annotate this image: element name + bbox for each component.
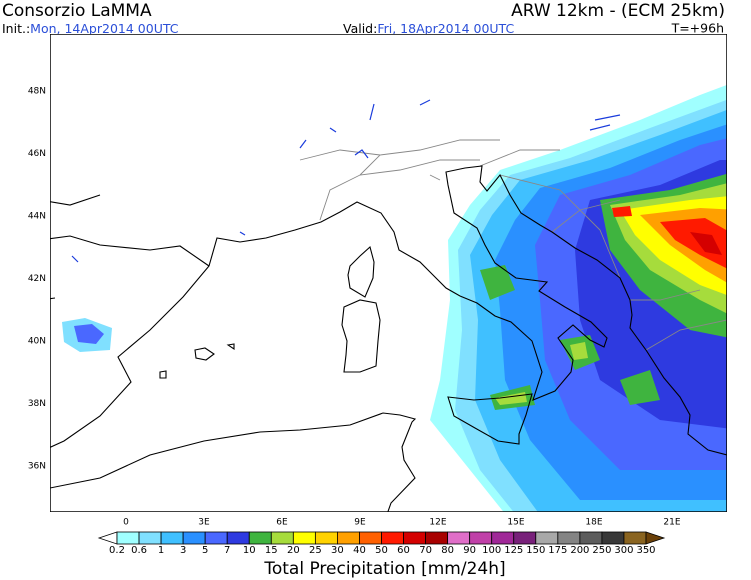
- colorbar-min-triangle: [97, 531, 118, 545]
- colorbar-box: [337, 531, 360, 545]
- colorbar-level: 150: [526, 545, 545, 556]
- colorbar-level: 80: [441, 545, 454, 556]
- lat-label: 40N: [28, 337, 46, 347]
- colorbar-box: [623, 531, 647, 545]
- lon-label: 9E: [354, 518, 366, 528]
- colorbar-box: [138, 531, 162, 545]
- colorbar-title: Total Precipitation [mm/24h]: [263, 559, 505, 579]
- colorbar-box: [491, 531, 515, 545]
- colorbar-level: 60: [397, 545, 410, 556]
- colorbar-box: [270, 531, 294, 545]
- colorbar-level: 175: [548, 545, 567, 556]
- colorbar-box: [248, 531, 272, 545]
- lon-label: 0: [123, 518, 129, 528]
- colorbar-max-triangle: [645, 531, 666, 545]
- colorbar-level: 125: [504, 545, 523, 556]
- colorbar-box: [469, 531, 493, 545]
- lead-time: T=+96h: [671, 21, 724, 36]
- lat-label: 48N: [28, 87, 46, 97]
- colorbar-level: 100: [482, 545, 501, 556]
- colorbar-level: 20: [287, 545, 300, 556]
- colorbar-box: [579, 531, 603, 545]
- map: [50, 34, 727, 512]
- lon-label: 15E: [507, 518, 524, 528]
- lat-label: 46N: [28, 149, 46, 159]
- colorbar-box: [204, 531, 228, 545]
- lat-label: 38N: [28, 399, 46, 409]
- colorbar-level: 250: [592, 545, 611, 556]
- colorbar-box: [403, 531, 426, 545]
- valid-date: Fri, 18Apr2014 00UTC: [377, 21, 514, 36]
- colorbar-box: [447, 531, 471, 545]
- colorbar-box: [425, 531, 449, 545]
- lon-label: 18E: [585, 518, 602, 528]
- colorbar-level: 5: [202, 545, 208, 556]
- lon-label: 12E: [429, 518, 446, 528]
- colorbar-box: [292, 531, 316, 545]
- valid-line: Valid:Fri, 18Apr2014 00UTC: [343, 21, 514, 36]
- colorbar-level: 40: [353, 545, 366, 556]
- colorbar-level: 1: [158, 545, 164, 556]
- lon-label: 6E: [276, 518, 288, 528]
- title: Consorzio LaMMA: [2, 1, 152, 21]
- model: ARW 12km - (ECM 25km): [511, 1, 725, 21]
- colorbar-level: 90: [463, 545, 476, 556]
- lat-label: 42N: [28, 274, 46, 284]
- colorbar-box: [182, 531, 206, 545]
- colorbar-level: 10: [243, 545, 256, 556]
- init-date: Mon, 14Apr2014 00UTC: [30, 21, 179, 36]
- colorbar-level: 15: [265, 545, 278, 556]
- colorbar: 0.2 0.6 1 3 5 7 10 15 20 25 30 40 50 60 70 80 90 100 125 15…: [97, 531, 666, 556]
- colorbar-box: [557, 531, 581, 545]
- init-line: Init.:Mon, 14Apr2014 00UTC: [2, 21, 179, 36]
- colorbar-level: 50: [375, 545, 388, 556]
- colorbar-level: 25: [309, 545, 322, 556]
- colorbar-level: 350: [636, 545, 655, 556]
- valid-label: Valid:: [343, 21, 377, 36]
- lat-label: 36N: [28, 462, 46, 472]
- colorbar-level: 300: [614, 545, 633, 556]
- lat-label: 44N: [28, 212, 46, 222]
- colorbar-level: 70: [419, 545, 432, 556]
- colorbar-level: 3: [180, 545, 186, 556]
- colorbar-box: [381, 531, 404, 545]
- colorbar-box: [226, 531, 250, 545]
- init-label: Init.:: [2, 21, 30, 36]
- colorbar-level: 0.2: [109, 545, 125, 556]
- colorbar-box: [160, 531, 184, 545]
- lon-label: 21E: [663, 518, 680, 528]
- axis-labels: 48N 46N 44N 42N 40N 38N 36N 0 3E 6E 9E 12E 15E 18E 21E: [28, 87, 681, 528]
- colorbar-box: [116, 531, 140, 545]
- colorbar-level: 7: [224, 545, 230, 556]
- colorbar-box: [314, 531, 338, 545]
- colorbar-box: [535, 531, 559, 545]
- lon-label: 3E: [198, 518, 210, 528]
- colorbar-box: [601, 531, 625, 545]
- colorbar-box: [513, 531, 537, 545]
- colorbar-level: 30: [331, 545, 344, 556]
- colorbar-level: 200: [570, 545, 589, 556]
- colorbar-level: 0.6: [131, 545, 147, 556]
- colorbar-box: [359, 531, 382, 545]
